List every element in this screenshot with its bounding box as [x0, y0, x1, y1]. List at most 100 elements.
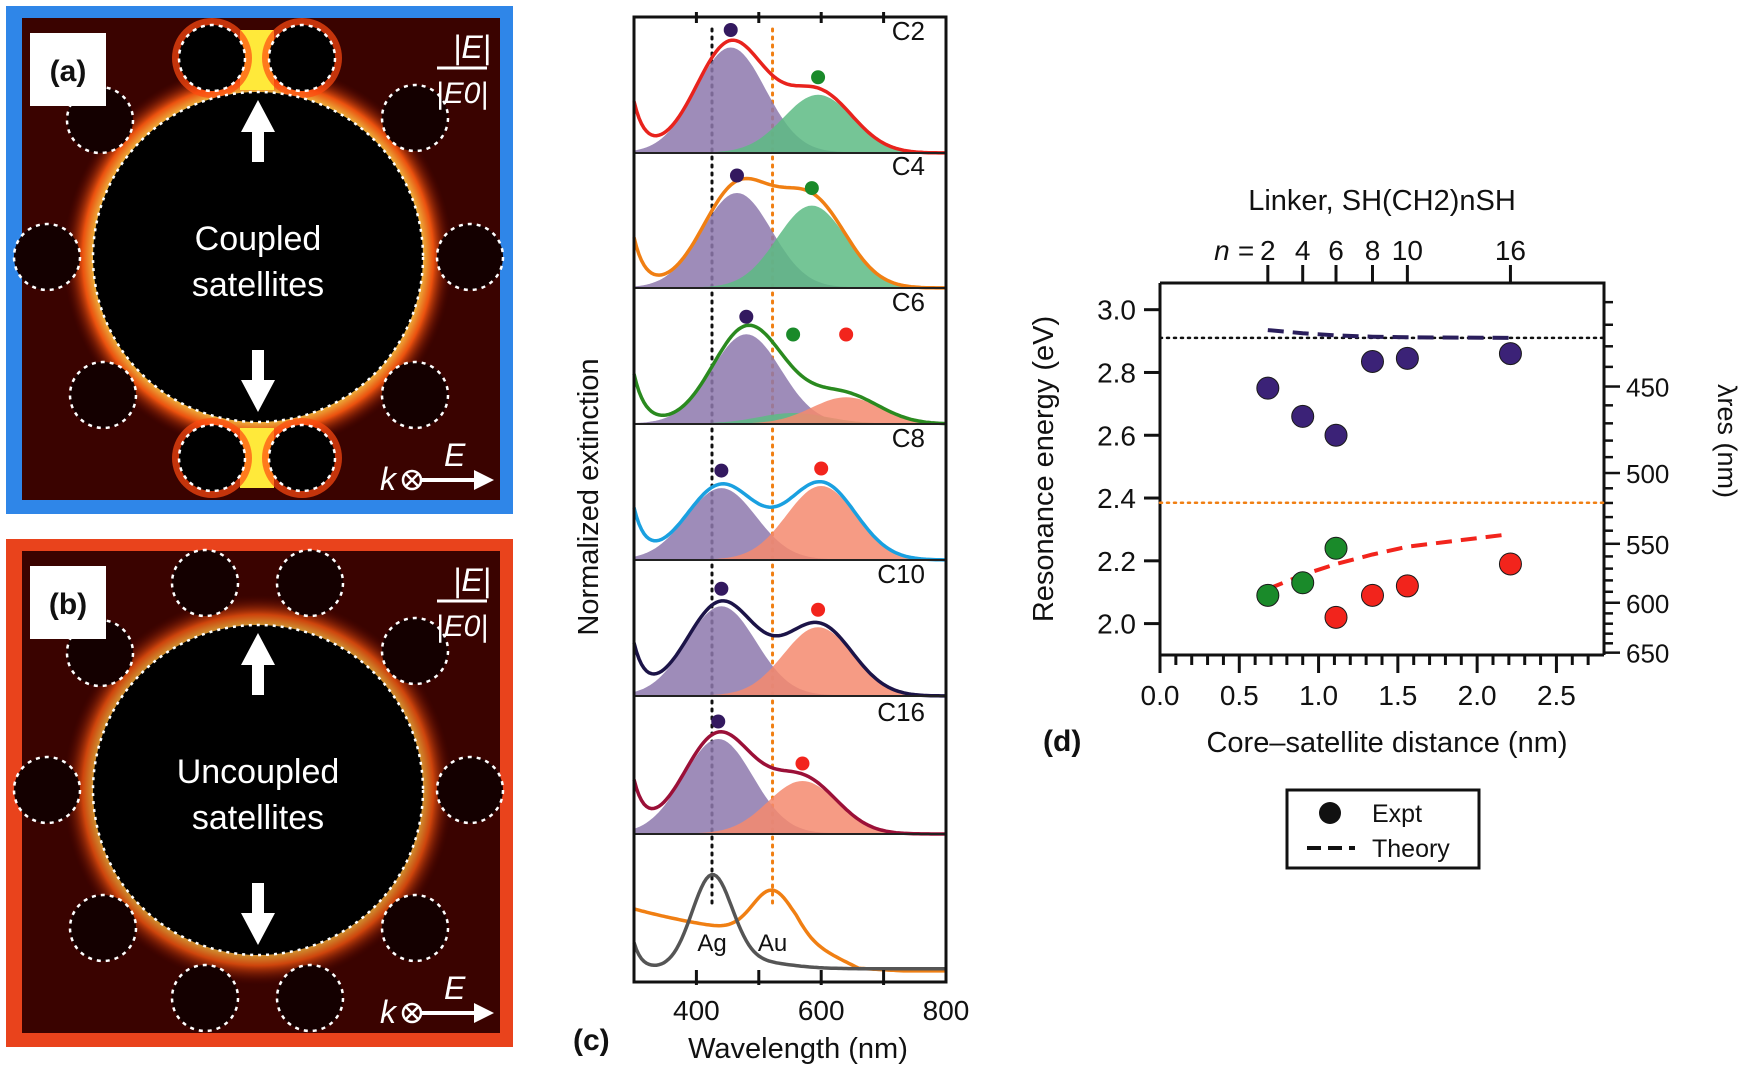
y2-tick-label: 600 [1626, 589, 1669, 619]
x-tick-label: 400 [673, 995, 720, 1026]
x-tick-label: 2.5 [1537, 680, 1576, 711]
satellite-particle [68, 360, 138, 430]
au-label: Au [758, 930, 787, 957]
down-arrow-icon [241, 883, 275, 945]
satellite-particle [177, 423, 247, 493]
panel-a-field-map: Coupled satellites (a) |E| |E0| k E [6, 6, 513, 514]
satellite-particle [380, 893, 450, 963]
data-point-2-3 [1498, 552, 1522, 576]
data-point-0-3 [1360, 349, 1384, 373]
peak-marker-555 [786, 327, 801, 342]
top-axis-prefix: n = [1214, 235, 1254, 266]
k-label: k [380, 461, 398, 497]
spectrum-C4: C4 [632, 151, 947, 290]
satellite-particle [267, 423, 337, 493]
peak-marker-435 [711, 714, 726, 729]
x-tick-label: 2.0 [1458, 680, 1497, 711]
spectrum-line-C6 [632, 323, 947, 426]
data-point-2-0 [1324, 605, 1348, 629]
x-tick-label: 0.5 [1220, 680, 1259, 711]
peak-marker-465 [729, 168, 744, 183]
y-tick-label: 2.6 [1097, 420, 1136, 451]
top-tick-label: 2 [1260, 235, 1276, 266]
panel-label-box [30, 566, 106, 639]
data-point-0-5 [1498, 342, 1522, 366]
data-point-1-2 [1324, 536, 1348, 560]
panel-d-ylabel: Resonance energy (eV) [1028, 316, 1060, 622]
panel-d-xlabel: Core–satellite distance (nm) [1206, 727, 1567, 759]
legend-box [1285, 788, 1481, 870]
peak-marker-455 [723, 23, 738, 37]
x-tick-label: 1.5 [1378, 680, 1417, 711]
peak-marker-480 [739, 309, 754, 324]
panel-label: (b) [49, 588, 87, 621]
panel-d-y2label: λres (nm) [1712, 384, 1742, 498]
spectrum-line-C8 [632, 479, 946, 562]
x-tick-label: 800 [923, 995, 970, 1026]
peak-marker-640 [839, 327, 854, 342]
plot-frame [632, 15, 948, 984]
spectrum-line-C10 [632, 599, 946, 698]
data-point-1-1 [1291, 571, 1315, 595]
e-label: E [444, 437, 466, 473]
panel-b-field-map: Uncoupled satellites (b) |E| |E0| k E [6, 539, 513, 1047]
satellite-particle [380, 360, 450, 430]
peak-marker-600 [814, 461, 829, 476]
caption-line-1: Uncoupled [177, 753, 340, 791]
up-arrow-icon [241, 633, 275, 695]
peak-marker-585 [804, 181, 819, 196]
x-tick-label: 0.0 [1141, 680, 1180, 711]
top-tick-label: 10 [1392, 235, 1423, 266]
satellite-particle [170, 963, 240, 1033]
field-numerator: |E| [453, 562, 491, 598]
satellite-particle [170, 548, 240, 618]
into-page-icon [405, 1006, 419, 1020]
down-arrow-icon [241, 350, 275, 412]
y2-tick-label: 450 [1626, 373, 1669, 403]
peak-marker-440 [714, 581, 729, 596]
caption-line-2: satellites [192, 266, 324, 304]
core-particle [91, 90, 425, 424]
y-tick-label: 2.8 [1097, 357, 1136, 388]
field-numerator: |E| [453, 29, 491, 65]
caption-line-1: Coupled [195, 220, 322, 258]
into-page-icon [405, 473, 419, 487]
data-point-0-1 [1291, 404, 1315, 428]
caption-line-2: satellites [192, 799, 324, 837]
satellite-particle [380, 83, 450, 153]
data-point-2-2 [1395, 574, 1419, 598]
spectrum-label: C2 [892, 16, 925, 46]
panel-c-xlabel: Wavelength (nm) [688, 1033, 908, 1065]
satellite-particle [12, 755, 82, 825]
spectrum-label: C8 [892, 423, 925, 453]
satellite-particle [267, 23, 337, 93]
spectrum-label: C10 [877, 559, 925, 589]
y-tick-label: 3.0 [1097, 295, 1136, 326]
satellite-particle [12, 222, 82, 292]
y2-tick-label: 650 [1626, 639, 1669, 669]
y-tick-label: 2.4 [1097, 483, 1136, 514]
spectrum-C6: C6 [632, 287, 947, 426]
au-spectrum-line [633, 888, 946, 973]
top-tick-label: 8 [1365, 235, 1381, 266]
x-tick-label: 600 [798, 995, 845, 1026]
x-tick-label: 1.0 [1299, 680, 1338, 711]
data-point-1-0 [1256, 583, 1280, 607]
spectrum-line-C2 [632, 38, 946, 155]
e-field-arrowhead-icon [474, 1003, 494, 1023]
e-field-arrowhead-icon [474, 470, 494, 490]
spectrum-C8: C8 [632, 423, 947, 562]
data-point-0-4 [1395, 346, 1419, 370]
satellite-particle [68, 893, 138, 963]
satellite-particle [275, 963, 345, 1033]
panel-c-extinction-spectra: (c) Wavelength (nm) Normalized extinctio… [573, 12, 969, 1065]
panel-label-box [30, 33, 106, 106]
up-arrow-icon [241, 100, 275, 162]
panel-c-label: (c) [573, 1024, 610, 1057]
fit-component-480 [633, 334, 946, 425]
data-point-0-2 [1324, 423, 1348, 447]
k-label: k [380, 994, 398, 1030]
field-denominator: |E0| [436, 77, 488, 110]
y-tick-label: 2.0 [1097, 609, 1136, 640]
